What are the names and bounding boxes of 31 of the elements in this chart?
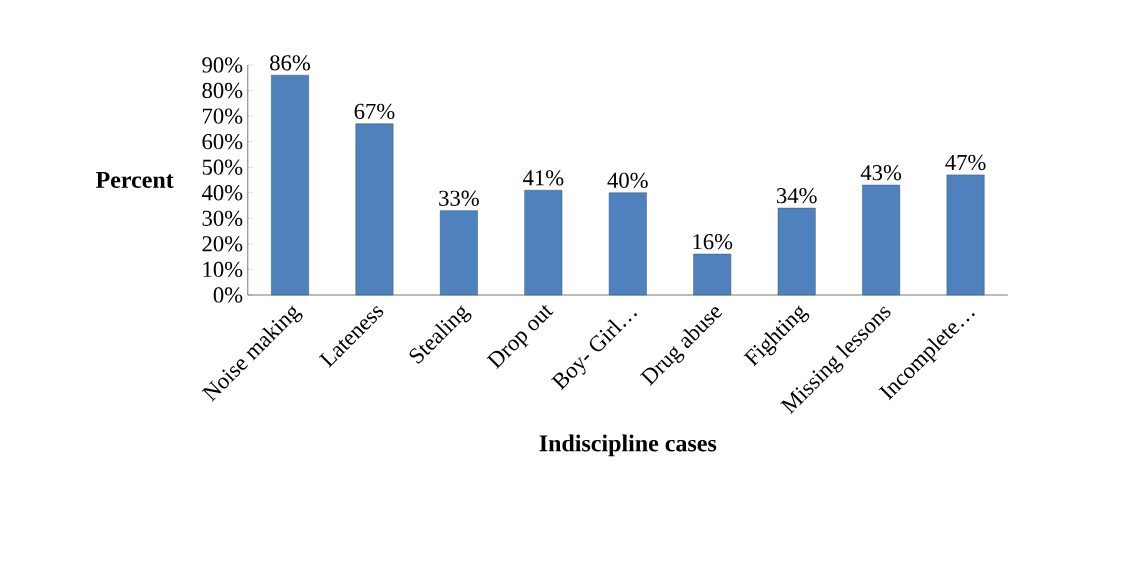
y-tick-label: 0%	[213, 287, 243, 303]
x-tick-label: Drop out	[486, 305, 554, 370]
y-tick-label: 60%	[202, 133, 243, 150]
bar	[439, 210, 478, 296]
y-tick-label: 20%	[202, 236, 243, 252]
y-tick-label: 90%	[202, 57, 243, 73]
bar	[608, 192, 647, 296]
bar	[862, 184, 901, 296]
data-label: 16%	[693, 234, 733, 250]
y-tick-label: 70%	[203, 108, 243, 124]
y-tick-label: 30%	[202, 210, 243, 227]
y-tick-label: 80%	[202, 82, 243, 99]
x-axis-title: Indiscipline cases	[539, 434, 717, 457]
y-axis-title: Percent	[95, 172, 174, 188]
bar	[777, 207, 816, 296]
data-label: 86%	[270, 55, 311, 71]
bar	[355, 123, 394, 296]
y-tick-label: 50%	[202, 159, 243, 175]
bar	[946, 174, 985, 296]
y-tick-label: 10%	[203, 261, 243, 278]
data-label: 47%	[945, 154, 986, 171]
data-label: 34%	[776, 188, 817, 204]
y-tick-label: 40%	[201, 185, 243, 201]
data-label: 67%	[354, 103, 395, 120]
bar	[693, 253, 732, 296]
data-label: 43%	[860, 165, 902, 181]
bar	[271, 74, 309, 296]
data-label: 41%	[523, 170, 564, 186]
bar	[524, 189, 563, 296]
data-label: 33%	[439, 190, 479, 206]
data-label: 40%	[607, 172, 648, 189]
